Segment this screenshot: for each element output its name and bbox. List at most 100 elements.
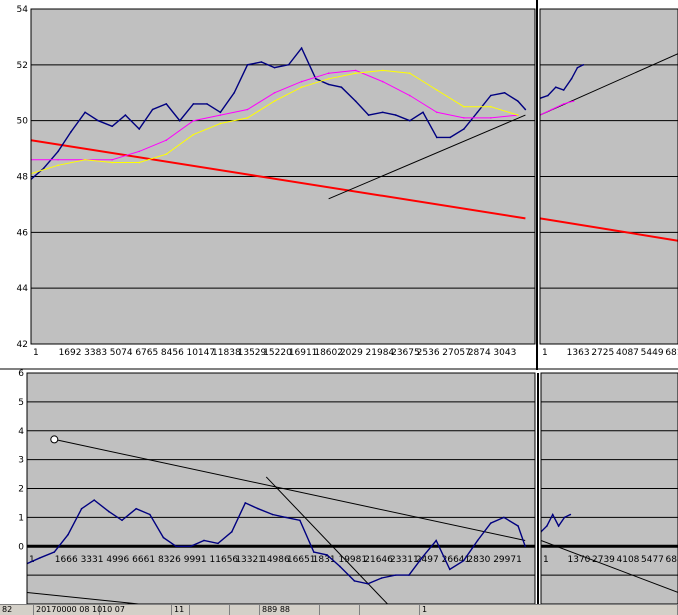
data-point <box>558 525 560 527</box>
data-point <box>490 95 492 97</box>
data-point <box>244 502 246 504</box>
data-point <box>175 545 177 547</box>
data-point <box>408 574 410 576</box>
data-point <box>463 117 465 119</box>
data-point <box>313 551 315 553</box>
data-point <box>409 120 411 122</box>
data-point <box>463 560 465 562</box>
data-point <box>477 111 479 113</box>
data-point <box>328 78 330 80</box>
data-point <box>463 128 465 130</box>
data-point <box>517 525 519 527</box>
data-point <box>339 566 341 568</box>
x-tick-label: 11838 <box>212 348 241 358</box>
y-tick-label: 54 <box>17 5 29 15</box>
data-point <box>517 114 519 116</box>
y-tick-label: 42 <box>17 340 28 350</box>
data-point <box>57 165 59 167</box>
data-point <box>449 137 451 139</box>
data-point <box>220 114 222 116</box>
y-tick-label: 0 <box>18 542 24 552</box>
data-point <box>220 123 222 125</box>
data-point <box>54 551 56 553</box>
x-tick-label: 10147 <box>186 348 215 358</box>
data-point <box>203 540 205 542</box>
data-point <box>395 574 397 576</box>
x-tick-label: 1666 <box>55 555 78 565</box>
data-point <box>43 167 45 169</box>
data-point <box>247 117 249 119</box>
data-point <box>463 106 465 108</box>
data-point <box>570 514 572 516</box>
x-tick-label: 1 <box>33 348 39 358</box>
x-tick-label: 11656 <box>210 555 239 565</box>
data-point <box>490 522 492 524</box>
x-tick-label: 23675 <box>391 348 420 358</box>
data-point <box>220 111 222 113</box>
data-point <box>436 137 438 139</box>
data-point <box>547 95 549 97</box>
data-point <box>274 92 276 94</box>
data-point <box>421 557 423 559</box>
data-point <box>517 100 519 102</box>
data-point <box>328 84 330 86</box>
data-point <box>193 120 195 122</box>
data-point <box>163 537 165 539</box>
x-tick-label: 1 <box>542 348 548 358</box>
x-tick-label: 2029 <box>340 348 363 358</box>
x-tick-label: 6661 <box>132 555 155 565</box>
data-point <box>247 64 249 66</box>
x-tick-label: 27057 <box>442 348 471 358</box>
data-point <box>577 67 579 69</box>
data-point <box>326 554 328 556</box>
x-tick-label: 3331 <box>81 555 104 565</box>
data-point <box>165 139 167 141</box>
data-point <box>231 531 233 533</box>
data-point <box>490 106 492 108</box>
data-point <box>571 78 573 80</box>
data-point <box>165 153 167 155</box>
data-point <box>355 70 357 72</box>
data-point <box>583 64 585 66</box>
anchor-point <box>51 436 58 443</box>
data-point <box>179 120 181 122</box>
data-point <box>435 540 437 542</box>
y-tick-label: 44 <box>17 284 29 294</box>
data-point <box>328 72 330 74</box>
y-tick-label: 6 <box>18 369 24 379</box>
x-tick-label: 9991 <box>184 555 207 565</box>
data-point <box>247 109 249 111</box>
data-point <box>409 95 411 97</box>
data-point <box>138 151 140 153</box>
data-point <box>274 100 276 102</box>
x-tick-label: 2725 <box>591 348 614 358</box>
data-point <box>524 545 526 547</box>
data-point <box>93 499 95 501</box>
data-point <box>190 545 192 547</box>
data-point <box>382 70 384 72</box>
x-tick-label: 5449 <box>641 348 664 358</box>
x-tick-label: 1692 <box>59 348 82 358</box>
x-tick-label: 681 <box>665 348 678 358</box>
data-point <box>555 86 557 88</box>
x-tick-label: 29971 <box>493 555 522 565</box>
data-point <box>395 114 397 116</box>
data-point <box>301 86 303 88</box>
y-tick-label: 46 <box>17 228 29 238</box>
data-point <box>84 111 86 113</box>
data-point <box>111 162 113 164</box>
data-point <box>315 78 317 80</box>
x-tick-label: 1370 <box>568 555 591 565</box>
data-point <box>551 109 553 111</box>
data-point <box>111 159 113 161</box>
x-tick-label: 4996 <box>106 555 129 565</box>
data-point <box>193 134 195 136</box>
x-tick-label: 2739 <box>592 555 615 565</box>
data-point <box>490 117 492 119</box>
y-tick-label: 3 <box>18 456 24 466</box>
data-point <box>152 109 154 111</box>
x-tick-label: 13529 <box>238 348 267 358</box>
y-tick-label: 4 <box>18 427 24 437</box>
x-tick-label: 15220 <box>263 348 292 358</box>
